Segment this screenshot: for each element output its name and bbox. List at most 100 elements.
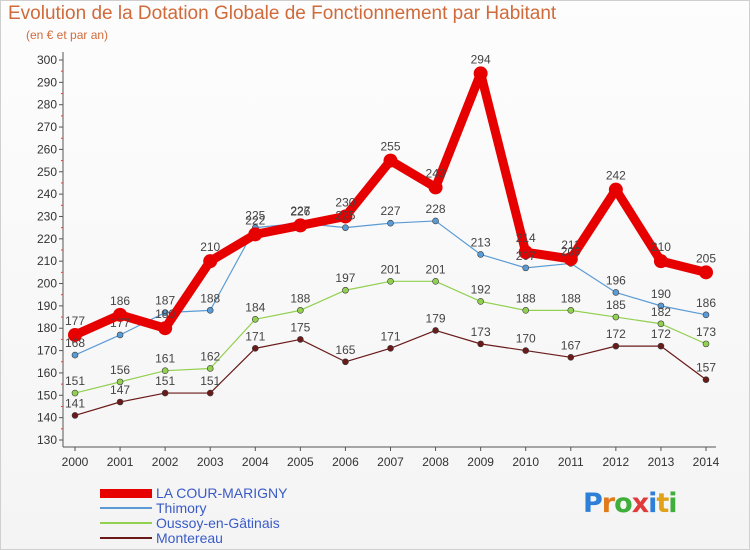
data-point [342,358,349,366]
data-label: 230 [335,195,355,209]
data-label: 211 [561,238,580,252]
data-label: 188 [516,291,536,305]
data-point [522,264,530,272]
data-point [116,378,124,386]
data-point [608,182,623,197]
data-point [342,286,349,294]
data-label: 157 [696,361,716,375]
data-label: 188 [561,291,581,305]
legend-swatch [100,488,152,498]
data-point [387,345,394,352]
data-point [71,351,79,359]
data-point [563,251,578,266]
legend-swatch [100,507,152,509]
data-point [161,309,169,316]
data-point [387,277,394,285]
x-tick-label: 2011 [558,455,584,469]
data-point [161,367,169,375]
data-label: 243 [426,166,446,180]
data-point [293,218,308,233]
data-label: 196 [606,273,626,287]
data-point [477,251,484,258]
data-point [518,245,533,260]
data-label: 173 [696,325,716,339]
data-point [522,307,530,314]
x-tick-label: 2000 [62,455,89,469]
x-tick-label: 2005 [287,455,314,469]
data-label: 156 [110,363,130,377]
x-tick-label: 2009 [467,455,494,469]
data-label: 214 [516,231,536,245]
x-tick-label: 2014 [693,455,720,469]
logo-letter: x [631,488,649,519]
y-tick-label: 240 [37,187,57,201]
data-point [338,209,353,224]
data-label: 225 [245,209,265,223]
legend-label: Oussoy-en-Gâtinais [156,515,280,531]
data-point [203,254,218,269]
data-label: 175 [290,320,310,334]
data-point [702,311,710,319]
y-tick-label: 140 [37,411,57,425]
data-point [116,398,124,406]
data-label: 172 [651,327,671,341]
data-point [657,302,665,310]
x-tick-label: 2001 [107,455,134,469]
y-tick-label: 160 [37,366,57,380]
data-label: 177 [65,314,85,328]
data-point [702,376,710,383]
data-point [71,412,79,419]
data-point [612,313,620,321]
logo-letter: P [583,488,603,519]
data-point [206,365,214,372]
x-tick-label: 2012 [603,455,630,469]
data-label: 209 [561,244,581,258]
data-point [116,331,124,339]
data-point [657,320,665,328]
data-label: 185 [606,298,626,312]
data-label: 180 [155,307,175,321]
data-label: 227 [290,204,310,218]
data-point [612,289,620,296]
data-point [297,307,304,314]
data-label: 173 [471,325,491,339]
data-label: 228 [426,202,446,216]
data-label: 151 [200,374,220,388]
data-point [71,389,79,397]
data-label: 172 [606,327,626,341]
data-point [248,227,263,242]
x-tick-label: 2008 [422,455,449,469]
x-tick-label: 2010 [512,455,539,469]
data-point [206,307,214,314]
data-point [158,321,173,336]
data-label: 177 [110,316,130,330]
data-point [657,342,665,350]
data-label: 190 [651,287,671,301]
data-point [522,347,530,354]
data-point [251,345,259,352]
data-label: 197 [335,271,355,285]
y-tick-label: 220 [37,232,57,246]
data-label: 294 [471,52,491,66]
data-point [653,254,668,269]
data-label: 167 [561,338,581,352]
data-point [432,217,439,225]
data-label: 205 [696,251,716,265]
x-tick-label: 2003 [197,455,224,469]
x-tick-label: 2002 [152,455,179,469]
data-point [432,327,439,334]
data-point [567,307,575,314]
y-tick-label: 200 [37,277,57,291]
data-label: 213 [471,235,491,249]
data-point [206,389,214,397]
data-label: 168 [65,336,85,350]
data-point [477,298,484,305]
y-tick-label: 180 [37,321,57,335]
y-tick-label: 150 [37,388,57,402]
data-point [68,327,82,342]
data-label: 179 [426,311,446,325]
logo-letter: i [668,488,677,519]
data-label: 151 [155,374,175,388]
